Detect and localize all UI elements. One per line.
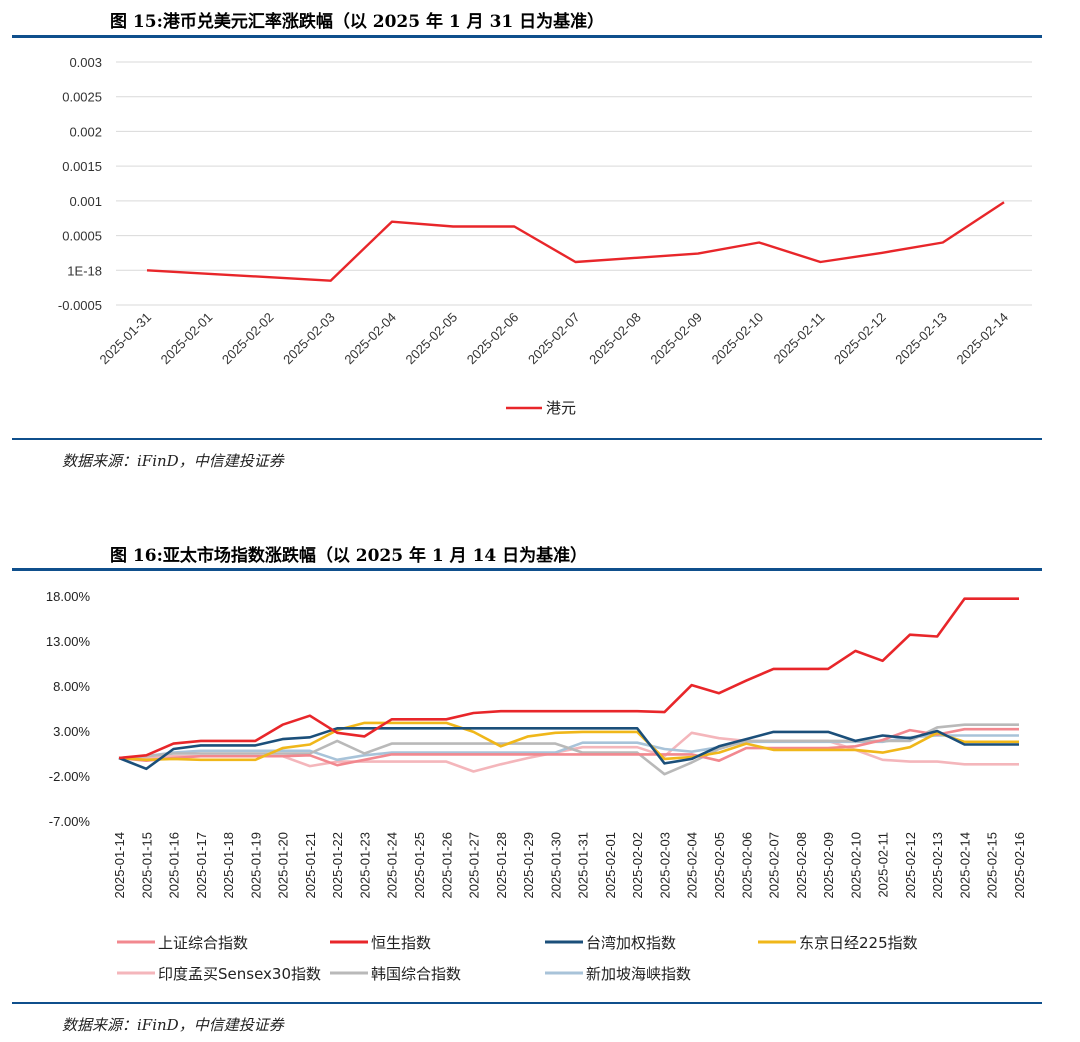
x-tick-label: 2025-02-02	[630, 832, 645, 899]
series-line-上证综合指数	[118, 727, 1019, 767]
y-tick-label: 18.00%	[46, 589, 91, 604]
x-tick-label: 2025-02-07	[767, 832, 782, 899]
figure2-title: 图 16:亚太市场指数涨跌幅（以 2025 年 1 月 14 日为基准）	[110, 546, 588, 566]
figure1-title: 图 15:港币兑美元汇率涨跌幅（以 2025 年 1 月 31 日为基准）	[110, 12, 605, 32]
legend-label: 新加坡海峡指数	[586, 965, 691, 983]
figure1-top-rule	[12, 35, 1042, 38]
chart-hkd-usd: 0.003 0.0025 0.002 0.0015 0.001 0.0005 1E-18 -0…	[58, 55, 1032, 417]
x-tick-label: 2025-02-05	[712, 832, 727, 899]
figure2-bottom-rule	[12, 1002, 1042, 1004]
y-tick-label: 8.00%	[53, 679, 90, 694]
y-tick-label: 0.002	[69, 124, 102, 139]
x-tick-label: 2025-02-03	[657, 832, 672, 899]
x-tick-label: 2025-02-12	[903, 832, 918, 899]
x-tick-label: 2025-02-16	[1012, 832, 1027, 899]
x-tick-label: 2025-01-27	[467, 832, 482, 899]
x-tick-label: 2025-01-17	[194, 832, 209, 899]
x-tick-label: 2025-01-28	[494, 832, 509, 899]
x-tick-label: 2025-02-08	[794, 832, 809, 899]
legend-label: 台湾加权指数	[586, 934, 676, 952]
x-tick-label: 2025-01-29	[521, 832, 536, 899]
x-tick-label: 2025-01-19	[248, 832, 263, 899]
x-tick-label: 2025-01-18	[221, 832, 236, 899]
chart-asia-pacific: 18.00% 13.00% 8.00% 3.00% -2.00% -7.00% 2025-…	[46, 589, 1027, 983]
y-tick-label: 0.0015	[62, 159, 102, 174]
x-tick-label: 2025-02-13	[930, 832, 945, 899]
legend-label: 印度孟买Sensex30指数	[158, 965, 321, 983]
y-tick-label: 0.0025	[62, 90, 102, 105]
x-tick-label: 2025-01-22	[330, 832, 345, 899]
x-tick-label: 2025-02-06	[739, 832, 754, 899]
y-tick-label: 0.001	[69, 194, 102, 209]
x-tick-label: 2025-01-30	[548, 832, 563, 899]
series-line-台湾加权指数	[118, 726, 1019, 771]
y-tick-label: -7.00%	[49, 814, 91, 829]
x-tick-label: 2025-02-01	[603, 832, 618, 899]
figure1-source: 数据来源：iFinD，中信建投证券	[62, 452, 284, 470]
x-tick-label: 2025-01-25	[412, 832, 427, 899]
x-tick-label: 2025-02-11	[876, 832, 891, 898]
x-tick-label: 2025-02-15	[985, 832, 1000, 899]
legend-label: 东京日经225指数	[799, 934, 918, 952]
x-tick-label: 2025-01-15	[139, 832, 154, 899]
x-tick-label: 2025-01-26	[439, 832, 454, 899]
y-tick-label: -0.0005	[58, 298, 102, 313]
x-tick-label: 2025-01-24	[385, 832, 400, 899]
x-tick-label: 2025-02-04	[685, 832, 700, 899]
x-tick-label: 2025-02-10	[848, 832, 863, 899]
x-tick-label: 2025-01-21	[303, 832, 318, 899]
x-tick-label: 2025-02-14	[957, 832, 972, 899]
x-tick-label: 2025-01-31	[576, 832, 591, 899]
x-tick-label: 2025-01-20	[276, 832, 291, 899]
y-tick-label: 13.00%	[46, 634, 91, 649]
figure1-bottom-rule	[12, 438, 1042, 440]
y-tick-label: 3.00%	[53, 724, 90, 739]
x-tick-label: 2025-02-09	[821, 832, 836, 899]
legend-label: 上证综合指数	[158, 934, 248, 952]
y-tick-label: -2.00%	[49, 769, 91, 784]
x-tick-label: 2025-01-23	[357, 832, 372, 899]
legend-label: 港元	[546, 399, 576, 417]
y-tick-label: 0.003	[69, 55, 102, 70]
figure2-top-rule	[12, 568, 1042, 571]
legend-label: 韩国综合指数	[371, 965, 461, 983]
y-tick-label: 0.0005	[62, 229, 102, 244]
legend-label: 恒生指数	[371, 934, 431, 952]
x-tick-label: 2025-01-14	[112, 832, 127, 899]
series-line-恒生指数	[118, 597, 1019, 760]
series-line-东京日经225指数	[118, 721, 1019, 762]
y-tick-label: 1E-18	[67, 263, 102, 278]
figure2-source: 数据来源：iFinD，中信建投证券	[62, 1016, 284, 1034]
series-line-港元	[146, 201, 1005, 282]
x-tick-label: 2025-01-16	[167, 832, 182, 899]
